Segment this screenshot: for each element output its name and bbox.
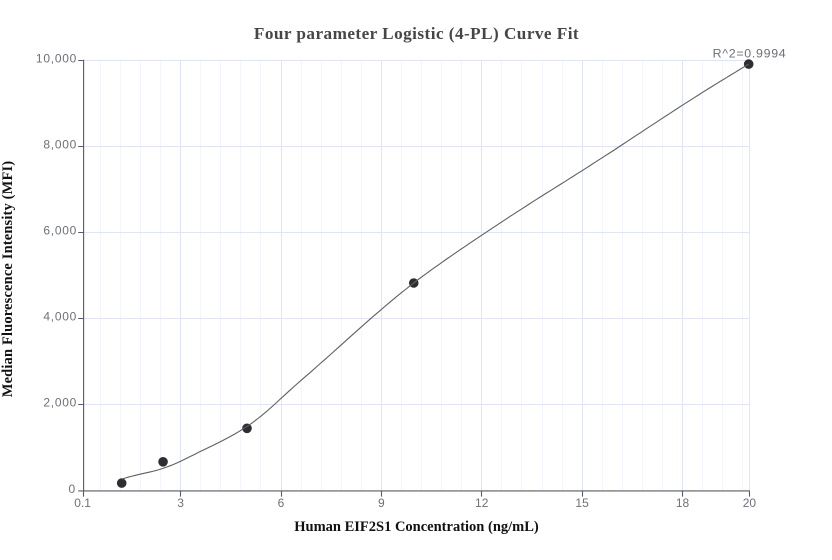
svg-text:20: 20 xyxy=(743,496,757,510)
svg-text:12: 12 xyxy=(475,496,489,510)
svg-text:15: 15 xyxy=(575,496,589,510)
svg-text:0.1: 0.1 xyxy=(74,496,91,510)
svg-text:0: 0 xyxy=(69,482,76,496)
svg-text:6: 6 xyxy=(278,496,285,510)
svg-text:Human EIF2S1 Concentration (ng: Human EIF2S1 Concentration (ng/mL) xyxy=(294,519,539,535)
svg-text:Median Fluorescence Intensity: Median Fluorescence Intensity (MFI) xyxy=(0,161,16,398)
svg-text:3: 3 xyxy=(177,496,184,510)
svg-text:8,000: 8,000 xyxy=(43,138,77,152)
svg-text:10,000: 10,000 xyxy=(36,52,77,66)
svg-text:R^2=0.9994: R^2=0.9994 xyxy=(713,46,787,60)
svg-text:4,000: 4,000 xyxy=(43,310,77,324)
svg-text:Four parameter Logistic (4-PL): Four parameter Logistic (4-PL) Curve Fit xyxy=(254,24,579,43)
svg-text:6,000: 6,000 xyxy=(43,224,77,238)
svg-text:18: 18 xyxy=(676,496,690,510)
svg-text:9: 9 xyxy=(378,496,385,510)
svg-text:2,000: 2,000 xyxy=(43,396,77,410)
